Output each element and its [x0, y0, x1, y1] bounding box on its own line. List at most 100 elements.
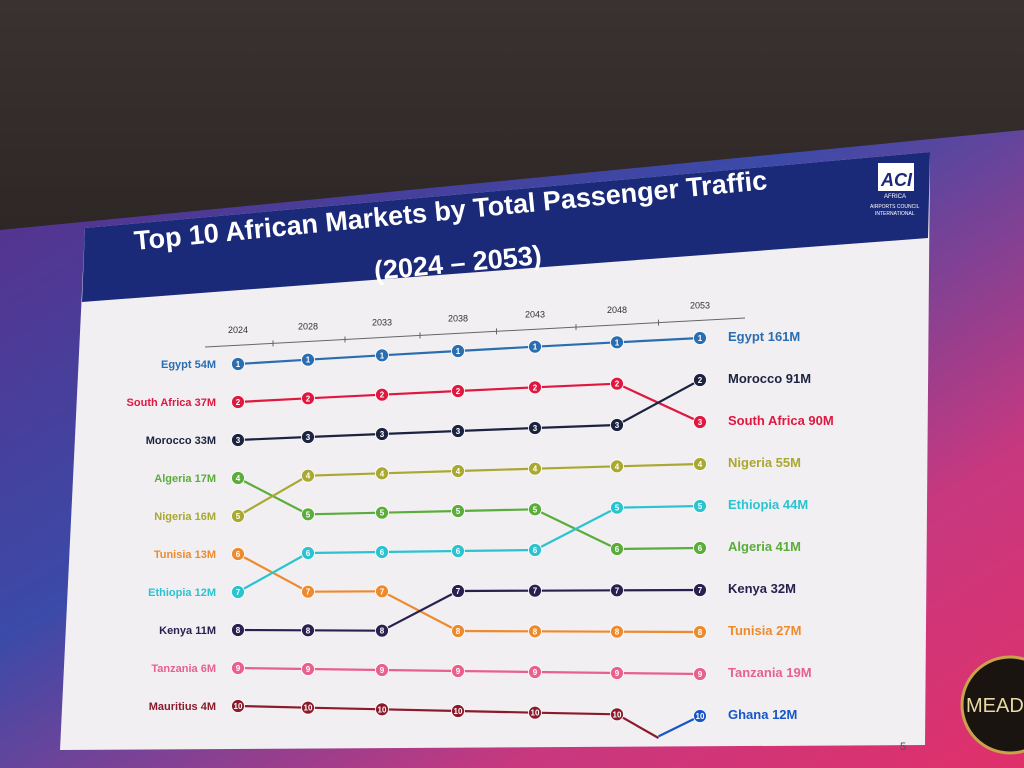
- svg-text:AFRICA: AFRICA: [884, 194, 906, 200]
- svg-text:8: 8: [236, 626, 241, 635]
- rank-marker: 2: [528, 380, 542, 395]
- series-segment-south-africa: [381, 389, 459, 396]
- rank-marker: 1: [693, 331, 707, 345]
- svg-text:5: 5: [615, 504, 620, 513]
- rank-marker: 8: [693, 625, 707, 639]
- series-segment-ethiopia: [237, 552, 309, 593]
- rank-marker: 6: [301, 546, 315, 560]
- svg-text:3: 3: [456, 427, 461, 436]
- series-segment-nigeria: [534, 465, 618, 470]
- year-axis: 2024 2028 2033 2038 2043 2048 2053: [204, 300, 746, 348]
- svg-text:3: 3: [380, 430, 385, 439]
- rank-marker: 5: [375, 505, 389, 520]
- series-segment-ethiopia: [381, 549, 459, 554]
- svg-text:8: 8: [380, 627, 385, 636]
- rank-marker: 1: [528, 339, 542, 354]
- year-tick-label: 2024: [228, 325, 248, 335]
- end-label: Morocco 91M: [728, 371, 811, 386]
- end-label: Ghana 12M: [728, 707, 797, 722]
- series-segment-ethiopia: [616, 504, 701, 509]
- series-segment-mauritius: [616, 713, 660, 739]
- series-segment-mauritius: [457, 709, 536, 714]
- svg-text:5: 5: [380, 509, 385, 518]
- svg-text:ACI: ACI: [880, 170, 913, 190]
- rank-marker: 3: [451, 424, 465, 438]
- rank-marker: 5: [528, 502, 542, 517]
- svg-text:1: 1: [306, 356, 311, 365]
- svg-text:5: 5: [306, 510, 311, 519]
- rank-marker: 6: [693, 541, 707, 555]
- svg-text:9: 9: [615, 669, 620, 678]
- rank-marker: 10: [301, 700, 315, 715]
- rank-marker: 6: [528, 543, 542, 557]
- series-segment-morocco: [616, 379, 701, 426]
- svg-text:8: 8: [615, 628, 620, 637]
- rank-marker: 1: [231, 357, 245, 371]
- svg-text:1: 1: [533, 343, 538, 352]
- rank-marker: 6: [610, 542, 624, 556]
- series-segment-tanzania: [307, 667, 383, 672]
- rank-marker: 10: [693, 709, 707, 723]
- year-tick-label: 2043: [525, 309, 545, 319]
- rank-marker: 6: [451, 544, 465, 558]
- svg-text:5: 5: [533, 505, 538, 514]
- series-segment-mauritius: [381, 708, 459, 713]
- series-segment-south-africa: [534, 382, 618, 389]
- svg-text:10: 10: [378, 705, 387, 714]
- svg-text:6: 6: [698, 544, 703, 553]
- mead-logo: MEAD: [960, 655, 1024, 755]
- rank-marker: 7: [231, 585, 245, 599]
- svg-text:3: 3: [236, 436, 241, 445]
- series-segment-south-africa: [307, 393, 383, 400]
- svg-text:6: 6: [456, 547, 461, 556]
- start-label: Kenya 11M: [159, 625, 216, 637]
- end-label: Egypt 161M: [728, 329, 800, 344]
- rank-marker: 4: [231, 471, 245, 485]
- svg-text:7: 7: [615, 586, 620, 595]
- rank-marker: 5: [451, 504, 465, 518]
- rank-marker: 7: [528, 583, 542, 598]
- rank-marker: 2: [375, 387, 389, 402]
- svg-text:10: 10: [304, 704, 313, 713]
- series-segment-mauritius: [534, 711, 618, 716]
- series-segment-nigeria: [307, 472, 383, 477]
- aci-logo: ACI AFRICA AIRPORTS COUNCIL INTERNATIONA…: [870, 160, 920, 220]
- series-segment-algeria: [616, 546, 701, 551]
- slide-header: [82, 152, 930, 302]
- rank-marker: 2: [231, 395, 245, 409]
- rank-marker: 2: [610, 376, 624, 391]
- rank-marker: 1: [301, 352, 315, 367]
- svg-text:7: 7: [236, 588, 241, 597]
- svg-text:1: 1: [698, 334, 703, 343]
- rank-marker: 4: [375, 466, 389, 481]
- series-segment-nigeria: [457, 467, 536, 473]
- svg-text:4: 4: [698, 460, 703, 469]
- page-number: 5: [900, 741, 906, 753]
- svg-text:8: 8: [306, 626, 311, 635]
- svg-text:8: 8: [533, 627, 538, 636]
- svg-text:6: 6: [306, 549, 311, 558]
- svg-text:2: 2: [615, 380, 620, 389]
- start-label: Ethiopia 12M: [148, 587, 216, 599]
- start-label: Tanzania 6M: [151, 663, 216, 675]
- rank-marker: 6: [231, 547, 245, 561]
- series-segment-south-africa: [237, 397, 309, 404]
- rank-marker: 10: [375, 702, 389, 717]
- svg-text:3: 3: [698, 418, 703, 427]
- end-label: Kenya 32M: [728, 581, 796, 596]
- svg-text:7: 7: [698, 586, 703, 595]
- series-segment-morocco: [307, 432, 383, 439]
- svg-text:10: 10: [696, 712, 705, 721]
- rank-marker: 2: [451, 384, 465, 398]
- svg-text:MEAD: MEAD: [966, 695, 1024, 717]
- svg-text:4: 4: [533, 465, 538, 474]
- start-label: Morocco 33M: [146, 435, 216, 447]
- svg-text:2: 2: [380, 391, 385, 400]
- rank-marker: 5: [693, 499, 707, 513]
- svg-text:4: 4: [380, 469, 385, 478]
- year-tick-label: 2053: [690, 300, 710, 310]
- svg-text:2: 2: [236, 398, 241, 407]
- end-label: South Africa 90M: [728, 413, 834, 428]
- rank-marker: 9: [451, 664, 465, 678]
